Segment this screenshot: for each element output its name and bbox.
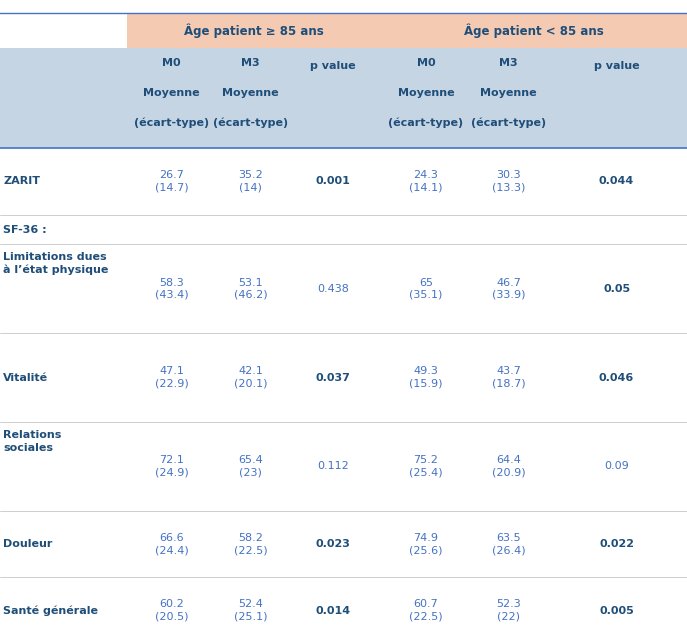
Text: M0: M0	[162, 58, 181, 68]
Text: 58.2
(22.5): 58.2 (22.5)	[234, 533, 267, 555]
Text: 0.001: 0.001	[316, 176, 350, 186]
Text: 64.4
(20.9): 64.4 (20.9)	[492, 455, 525, 478]
FancyBboxPatch shape	[0, 333, 687, 422]
Text: Santé générale: Santé générale	[3, 605, 98, 616]
FancyBboxPatch shape	[0, 214, 687, 244]
Text: 0.014: 0.014	[315, 606, 351, 616]
Text: 52.3
(22): 52.3 (22)	[496, 600, 521, 622]
Text: 46.7
(33.9): 46.7 (33.9)	[492, 278, 525, 300]
Text: 0.044: 0.044	[599, 176, 634, 186]
Text: Vitalité: Vitalité	[3, 373, 49, 383]
Text: 53.1
(46.2): 53.1 (46.2)	[234, 278, 267, 300]
Text: 66.6
(24.4): 66.6 (24.4)	[155, 533, 189, 555]
Text: Moyenne: Moyenne	[480, 88, 537, 99]
Text: SF-36 :: SF-36 :	[3, 225, 47, 234]
Text: Moyenne: Moyenne	[223, 88, 279, 99]
Text: M3: M3	[241, 58, 260, 68]
FancyBboxPatch shape	[0, 578, 687, 644]
Text: 0.005: 0.005	[599, 606, 634, 616]
Text: 72.1
(24.9): 72.1 (24.9)	[155, 455, 189, 478]
Text: 24.3
(14.1): 24.3 (14.1)	[409, 170, 442, 193]
Text: (écart-type): (écart-type)	[134, 118, 210, 128]
Text: 49.3
(15.9): 49.3 (15.9)	[409, 366, 442, 389]
Text: 75.2
(25.4): 75.2 (25.4)	[409, 455, 442, 478]
Text: Relations
sociales: Relations sociales	[3, 430, 62, 453]
Text: ZARIT: ZARIT	[3, 176, 41, 186]
Text: Moyenne: Moyenne	[398, 88, 454, 99]
Text: 0.112: 0.112	[317, 461, 349, 471]
FancyBboxPatch shape	[381, 13, 687, 48]
Text: Douleur: Douleur	[3, 539, 53, 549]
Text: 0.05: 0.05	[603, 284, 630, 294]
Text: Moyenne: Moyenne	[144, 88, 200, 99]
Text: 42.1
(20.1): 42.1 (20.1)	[234, 366, 267, 389]
Text: M0: M0	[416, 58, 436, 68]
FancyBboxPatch shape	[0, 244, 687, 333]
FancyBboxPatch shape	[0, 422, 687, 511]
Text: 43.7
(18.7): 43.7 (18.7)	[492, 366, 525, 389]
Text: p value: p value	[311, 61, 356, 71]
Text: 26.7
(14.7): 26.7 (14.7)	[155, 170, 188, 193]
Text: 0.022: 0.022	[599, 539, 634, 549]
Text: 58.3
(43.4): 58.3 (43.4)	[155, 278, 188, 300]
FancyBboxPatch shape	[0, 511, 687, 578]
Text: 35.2
(14): 35.2 (14)	[238, 170, 263, 193]
Text: 0.023: 0.023	[316, 539, 350, 549]
Text: 0.046: 0.046	[599, 373, 634, 383]
Text: 0.09: 0.09	[604, 461, 629, 471]
Text: 0.037: 0.037	[316, 373, 350, 383]
Text: Limitations dues
à l’état physique: Limitations dues à l’état physique	[3, 252, 109, 276]
Text: (écart-type): (écart-type)	[388, 118, 464, 128]
Text: 65
(35.1): 65 (35.1)	[409, 278, 442, 300]
Text: 60.7
(22.5): 60.7 (22.5)	[409, 600, 442, 622]
Text: 30.3
(13.3): 30.3 (13.3)	[492, 170, 525, 193]
Text: 0.438: 0.438	[317, 284, 349, 294]
Text: 60.2
(20.5): 60.2 (20.5)	[155, 600, 188, 622]
Text: 47.1
(22.9): 47.1 (22.9)	[155, 366, 189, 389]
Text: 74.9
(25.6): 74.9 (25.6)	[409, 533, 442, 555]
Text: (écart-type): (écart-type)	[213, 118, 289, 128]
Text: 63.5
(26.4): 63.5 (26.4)	[492, 533, 525, 555]
Text: Âge patient ≥ 85 ans: Âge patient ≥ 85 ans	[184, 23, 324, 38]
Text: M3: M3	[499, 58, 518, 68]
FancyBboxPatch shape	[0, 48, 687, 148]
FancyBboxPatch shape	[127, 13, 381, 48]
Text: 65.4
(23): 65.4 (23)	[238, 455, 263, 478]
FancyBboxPatch shape	[0, 148, 687, 214]
Text: Âge patient < 85 ans: Âge patient < 85 ans	[464, 23, 604, 38]
Text: (écart-type): (écart-type)	[471, 118, 546, 128]
Text: p value: p value	[594, 61, 640, 71]
Text: 52.4
(25.1): 52.4 (25.1)	[234, 600, 267, 622]
